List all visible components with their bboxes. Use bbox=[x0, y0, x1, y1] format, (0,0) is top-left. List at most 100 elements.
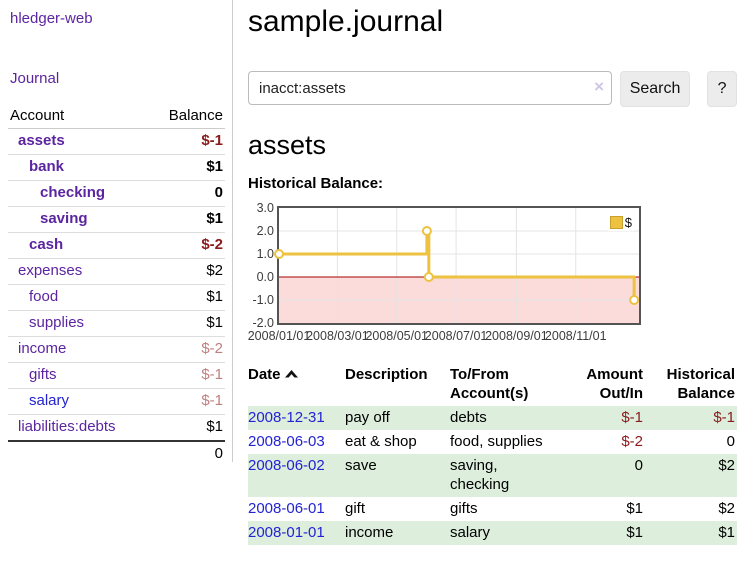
account-balance: $-1 bbox=[148, 388, 225, 415]
account-row: liabilities:debts $1 bbox=[8, 414, 225, 442]
account-row: assets $-1 bbox=[8, 128, 225, 155]
account-balance: 0 bbox=[148, 180, 225, 207]
account-row: gifts $-1 bbox=[8, 362, 225, 389]
transaction-accounts: salary bbox=[450, 524, 491, 541]
x-tick-label: 2008/07/01 bbox=[424, 329, 488, 343]
x-tick-label: 2008/09/01 bbox=[485, 329, 548, 343]
account-link-liabilities-debts[interactable]: liabilities:debts bbox=[18, 418, 116, 435]
data-point bbox=[274, 249, 284, 259]
sort-ascending-icon bbox=[284, 370, 298, 378]
account-link-saving[interactable]: saving bbox=[40, 210, 88, 227]
x-axis-labels: 2008/01/01 2008/03/01 2008/05/01 2008/07/01… bbox=[248, 329, 679, 344]
x-tick-label: 2008/03/01 bbox=[306, 329, 369, 343]
account-row: checking 0 bbox=[8, 180, 225, 207]
account-row: supplies $1 bbox=[8, 310, 225, 337]
page-title: sample.journal bbox=[248, 5, 444, 38]
accounts-total-row: 0 bbox=[8, 440, 225, 467]
account-row: food $1 bbox=[8, 284, 225, 311]
transaction-amount: $1 bbox=[626, 524, 643, 541]
col-balance: Historical Balance bbox=[666, 366, 735, 402]
transaction-accounts: saving, checking bbox=[450, 457, 510, 493]
y-tick-label: 2.0 bbox=[256, 224, 274, 238]
account-balance: $-1 bbox=[148, 362, 225, 389]
transaction-accounts: gifts bbox=[450, 500, 478, 517]
x-tick-label: 2008/05/01 bbox=[365, 329, 428, 343]
data-point bbox=[423, 272, 434, 282]
legend-label: $ bbox=[624, 215, 632, 230]
y-tick-label: -1.0 bbox=[252, 293, 274, 307]
transaction-accounts: debts bbox=[450, 409, 487, 426]
account-link-income[interactable]: income bbox=[18, 340, 67, 357]
account-row: expenses $2 bbox=[8, 258, 225, 285]
account-balance: $1 bbox=[148, 284, 225, 311]
transaction-description: pay off bbox=[345, 409, 390, 426]
journal-link[interactable]: Journal bbox=[10, 70, 60, 87]
transaction-amount: $-2 bbox=[621, 433, 643, 450]
account-balance: $2 bbox=[148, 258, 225, 285]
chart-legend: $ bbox=[607, 214, 634, 231]
transaction-balance: 0 bbox=[726, 433, 735, 450]
account-column-header: Account bbox=[8, 104, 149, 129]
transaction-description: gift bbox=[345, 500, 366, 517]
transaction-date-link[interactable]: 2008-12-31 bbox=[248, 409, 325, 426]
main-content: sample.journal × Search ? assets Histori… bbox=[248, 0, 737, 545]
transaction-amount: 0 bbox=[634, 457, 643, 474]
transaction-balance: $2 bbox=[718, 457, 735, 474]
register-table: Date Description To/From Account(s) Amou… bbox=[248, 363, 737, 545]
account-balance: $-2 bbox=[148, 232, 225, 259]
account-balance: $1 bbox=[148, 206, 225, 233]
register-row: 2008-06-01 gift gifts $1 $2 bbox=[248, 497, 737, 521]
plot-area: $ bbox=[274, 206, 641, 325]
account-link-food[interactable]: food bbox=[29, 288, 59, 305]
chart-title: Historical Balance: bbox=[248, 175, 384, 192]
transaction-accounts: food, supplies bbox=[450, 433, 543, 450]
col-date-label: Date bbox=[248, 366, 281, 383]
account-link-assets[interactable]: assets bbox=[18, 132, 65, 149]
search-form: × Search ? bbox=[248, 71, 737, 107]
transaction-date-link[interactable]: 2008-06-01 bbox=[248, 500, 325, 517]
y-axis-labels: 3.0 2.0 1.0 0.0 -1.0 -2.0 bbox=[248, 201, 274, 330]
account-balance: $1 bbox=[148, 414, 225, 442]
y-tick-label: -2.0 bbox=[252, 316, 274, 330]
account-row: saving $1 bbox=[8, 206, 225, 233]
transaction-balance: $1 bbox=[718, 524, 735, 541]
search-input[interactable] bbox=[248, 71, 612, 105]
transaction-date-link[interactable]: 2008-06-03 bbox=[248, 433, 325, 450]
col-date[interactable]: Date bbox=[248, 363, 345, 406]
account-balance: $1 bbox=[148, 154, 225, 181]
transaction-amount: $-1 bbox=[621, 409, 643, 426]
transaction-description: eat & shop bbox=[345, 433, 417, 450]
clear-search-icon[interactable]: × bbox=[594, 77, 604, 96]
account-link-supplies[interactable]: supplies bbox=[29, 314, 85, 331]
balance-column-header: Balance bbox=[148, 104, 225, 129]
register-row: 2008-01-01 income salary $1 $1 bbox=[248, 521, 737, 545]
register-row: 2008-06-02 save saving, checking 0 $2 bbox=[248, 454, 737, 497]
data-point bbox=[629, 295, 640, 305]
help-button[interactable]: ? bbox=[707, 71, 737, 107]
app-title: hledger-web bbox=[10, 10, 93, 27]
y-tick-label: 3.0 bbox=[256, 201, 274, 215]
search-button[interactable]: Search bbox=[620, 71, 691, 107]
register-header-row: Date Description To/From Account(s) Amou… bbox=[248, 363, 737, 406]
transaction-balance: $-1 bbox=[713, 409, 735, 426]
account-row: income $-2 bbox=[8, 336, 225, 363]
col-description: Description bbox=[345, 366, 428, 383]
account-balance: $-1 bbox=[148, 128, 225, 155]
transaction-description: save bbox=[345, 457, 377, 474]
app-title-link[interactable]: hledger-web bbox=[10, 10, 93, 27]
account-balance: $-2 bbox=[148, 336, 225, 363]
account-link-gifts[interactable]: gifts bbox=[29, 366, 57, 383]
account-link-salary[interactable]: salary bbox=[29, 392, 70, 409]
account-link-bank[interactable]: bank bbox=[29, 158, 65, 175]
chart-canvas bbox=[274, 208, 640, 323]
account-link-expenses[interactable]: expenses bbox=[18, 262, 83, 279]
transaction-amount: $1 bbox=[626, 500, 643, 517]
transaction-date-link[interactable]: 2008-06-02 bbox=[248, 457, 325, 474]
account-link-checking[interactable]: checking bbox=[40, 184, 106, 201]
accounts-total: 0 bbox=[148, 440, 225, 467]
account-link-cash[interactable]: cash bbox=[29, 236, 64, 253]
transaction-date-link[interactable]: 2008-01-01 bbox=[248, 524, 325, 541]
historical-balance-chart: 3.0 2.0 1.0 0.0 -1.0 -2.0 $ 2008/01/01 2008/03… bbox=[248, 201, 737, 346]
col-accounts: To/From Account(s) bbox=[450, 366, 529, 402]
register-row: 2008-12-31 pay off debts $-1 $-1 bbox=[248, 406, 737, 430]
